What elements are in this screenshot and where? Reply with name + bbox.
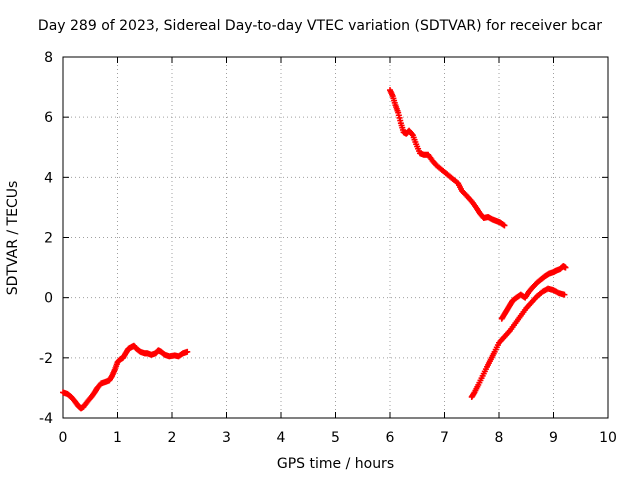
series-segment-4 (498, 263, 569, 322)
data-series (60, 87, 569, 412)
x-tick-label: 1 (113, 430, 122, 446)
x-tick-label: 6 (386, 430, 395, 446)
series-segment-1 (60, 342, 191, 412)
x-axis-label: GPS time / hours (276, 456, 395, 472)
data-point (501, 222, 508, 229)
x-tick-label: 4 (277, 430, 286, 446)
data-point (561, 291, 568, 298)
y-tick-label: -2 (39, 351, 53, 367)
x-tick-label: 3 (222, 430, 231, 446)
series-segment-3 (468, 285, 568, 400)
data-point (408, 131, 415, 138)
x-tick-label: 5 (331, 430, 340, 446)
y-tick-label: -4 (39, 411, 53, 427)
y-tick-label: 6 (44, 110, 53, 126)
y-axis-label: SDTVAR / TECUs (5, 180, 21, 296)
series-segment-2 (387, 87, 508, 229)
data-point (184, 348, 191, 355)
grid (63, 57, 608, 418)
x-tick-label: 10 (599, 430, 617, 446)
y-tick-label: 4 (44, 170, 53, 186)
y-tick-label: 2 (44, 231, 53, 247)
axis-ticks: 0 1 2 3 4 5 6 7 8 9 10 -4 -2 0 2 4 6 8 (39, 50, 617, 446)
x-tick-label: 0 (59, 430, 68, 446)
x-tick-label: 7 (440, 430, 449, 446)
chart-title: Day 289 of 2023, Sidereal Day-to-day VTE… (37, 18, 603, 34)
y-tick-label: 8 (44, 50, 53, 66)
x-tick-label: 2 (168, 430, 177, 446)
y-tick-label: 0 (44, 291, 53, 307)
data-point (562, 264, 569, 271)
x-tick-label: 9 (549, 430, 558, 446)
x-tick-label: 8 (495, 430, 504, 446)
